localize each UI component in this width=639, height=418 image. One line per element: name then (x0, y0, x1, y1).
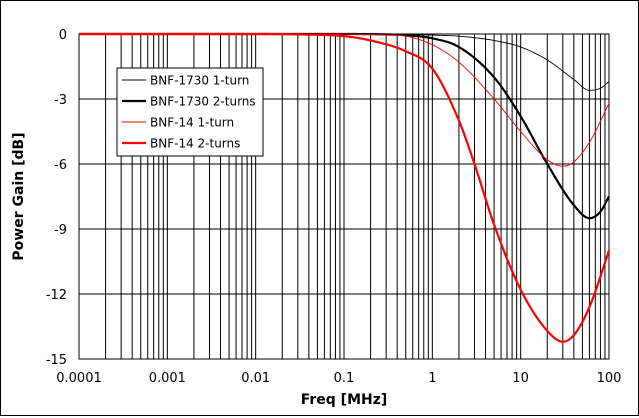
legend-box (116, 67, 264, 157)
x-tick-label: 1 (428, 371, 436, 386)
y-tick-label: -6 (54, 158, 67, 173)
legend: BNF-1730 1-turn BNF-1730 2-turns BNF-14 1-… (116, 67, 264, 157)
series-layer (79, 32, 611, 343)
x-axis-label: Freq [MHz] (301, 392, 388, 408)
y-tick-label: -15 (46, 353, 67, 368)
y-tick-label: -12 (46, 288, 67, 303)
y-tick-label: -3 (54, 93, 67, 108)
legend-label-4: BNF-14 2-turns (150, 137, 240, 151)
series-line-3 (79, 33, 610, 167)
x-axis-ticks: 0.0001 0.001 0.01 0.1 1 10 100 (56, 371, 621, 386)
x-tick-label: 0.1 (334, 371, 355, 386)
legend-label-1: BNF-1730 1-turn (150, 74, 249, 88)
x-tick-label: 10 (512, 371, 529, 386)
legend-label-2: BNF-1730 2-turns (150, 95, 256, 109)
legend-label-3: BNF-14 1-turn (150, 116, 234, 130)
y-axis-ticks: 0 -3 -6 -9 -12 -15 (46, 28, 67, 368)
y-axis-label: Power Gain [dB] (11, 132, 27, 260)
series-line-4 (79, 32, 611, 343)
x-tick-label: 0.01 (241, 371, 270, 386)
y-tick-label: 0 (59, 28, 67, 43)
x-tick-label: 100 (597, 371, 622, 386)
x-tick-label: 0.0001 (56, 371, 102, 386)
y-tick-label: -9 (54, 223, 67, 238)
x-tick-label: 0.001 (149, 371, 186, 386)
